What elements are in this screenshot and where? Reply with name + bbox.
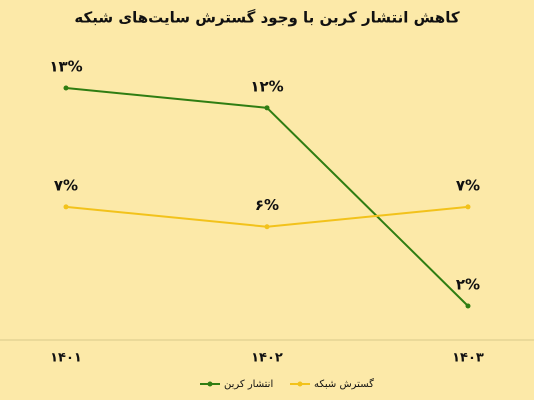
legend-marker-dot	[297, 381, 303, 387]
point	[264, 224, 270, 230]
point	[63, 85, 69, 91]
legend-label: انتشار کربن	[224, 379, 273, 390]
value-label: ۷%	[54, 176, 78, 194]
x-tick-label: ۱۴۰۲	[251, 351, 283, 366]
point	[465, 303, 471, 309]
value-label: ۲%	[456, 276, 480, 294]
legend-label: گسترش شبکه	[314, 378, 374, 390]
value-label: ۷%	[456, 176, 480, 194]
value-label: ۱۳%	[49, 58, 82, 76]
x-tick-label: ۱۴۰۳	[452, 351, 484, 366]
x-tick-label: ۱۴۰۱	[50, 351, 82, 366]
value-label: ۱۲%	[250, 77, 283, 95]
value-label: ۶%	[255, 196, 279, 214]
point	[63, 204, 69, 210]
legend-marker-dot	[207, 381, 213, 387]
point	[264, 105, 270, 111]
chart-title: کاهش انتشار کربن با وجود گسترش سایت‌های …	[74, 9, 459, 27]
point	[465, 204, 471, 210]
